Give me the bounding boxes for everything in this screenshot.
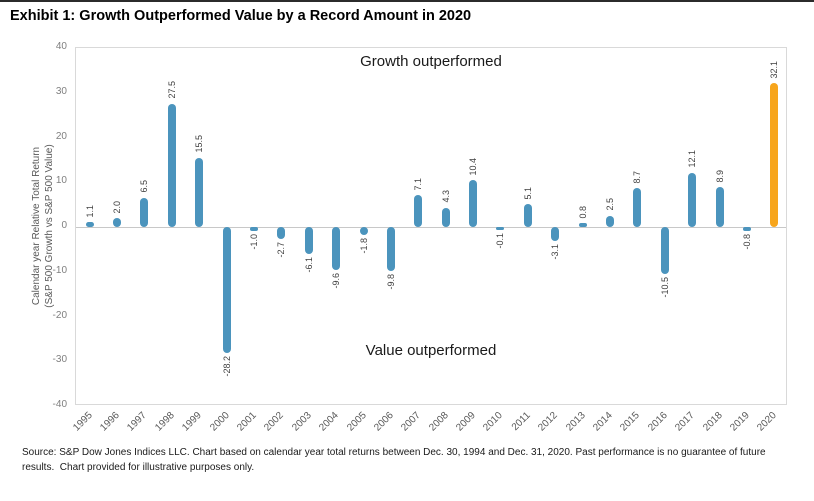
bar-2012 [551,227,560,241]
y-tick-label: 20 [55,130,67,142]
value-label-2000: -28.2 [221,356,232,377]
x-tick-label-1996: 1996 [98,410,122,434]
window-top-edge [0,0,814,2]
bar-2019 [742,227,751,231]
x-tick-label-2000: 2000 [207,410,232,434]
bar-1995 [85,222,94,227]
bar-2015 [633,188,642,227]
y-tick-label: -10 [52,264,67,276]
x-tick-label-2007: 2007 [399,410,424,434]
y-tick-label: 30 [55,85,67,97]
x-tick-label-1995: 1995 [70,410,95,434]
value-label-1997: 6.5 [139,180,150,193]
value-label-2002: -2.7 [276,242,287,258]
bar-2010 [496,227,505,230]
x-tick-label-2015: 2015 [618,410,643,434]
value-label-2007: 7.1 [413,177,424,191]
bar-2020 [770,83,779,227]
bar-2008 [441,207,450,227]
bar-2009 [469,180,478,227]
x-tick-label-1998: 1998 [153,410,177,434]
bar-2016 [660,227,669,274]
x-tick-label-1999: 1999 [180,410,204,434]
value-label-2014: 2.5 [605,198,615,211]
value-label-2012: -3.1 [550,243,561,260]
value-label-2008: 4.3 [440,190,451,203]
y-tick-label: 0 [61,220,67,231]
x-tick-label-2016: 2016 [646,410,670,434]
bar-2006 [386,227,395,271]
value-label-2013: 0.8 [577,205,588,219]
y-tick-label: 40 [55,41,67,52]
x-tick-label-2005: 2005 [344,410,369,434]
value-label-2020: 32.1 [769,60,780,79]
bar-2017 [688,172,697,227]
x-tick-label-2006: 2006 [372,410,396,434]
x-tick-label-2008: 2008 [426,410,451,434]
x-tick-label-2010: 2010 [481,410,506,434]
bar-1998 [167,103,176,227]
x-tick-label-2014: 2014 [591,410,615,434]
annotation-growth-outperformed: Growth outperformed [360,53,502,70]
value-label-2005: -1.8 [358,238,369,254]
value-label-2009: 10.4 [468,157,479,176]
value-label-2006: -9.8 [385,273,396,290]
bar-2011 [523,204,532,227]
bar-1996 [113,218,122,227]
x-tick-label-2018: 2018 [700,410,725,434]
bar-2007 [414,195,423,227]
x-tick-label-2012: 2012 [536,410,560,434]
x-tick-label-2003: 2003 [290,410,314,434]
y-tick-label: 10 [55,175,67,187]
bar-2001 [250,227,258,232]
zero-axis-line [76,226,786,228]
value-label-1999: 15.5 [194,135,205,153]
bar-2013 [578,223,587,227]
value-label-2015: 8.7 [632,170,643,184]
y-tick-label: -30 [52,354,67,366]
value-label-2003: -6.1 [303,257,314,273]
x-tick-label-2001: 2001 [235,410,259,434]
value-label-1996: 2.0 [112,200,123,214]
x-tick-label-2019: 2019 [728,410,752,434]
value-label-1998: 27.5 [166,81,177,99]
x-tick-label-2009: 2009 [454,410,478,434]
value-label-2004: -9.6 [331,272,342,289]
value-label-2011: 5.1 [522,186,533,200]
x-tick-label-1997: 1997 [125,410,150,434]
bar-1997 [140,197,149,227]
bar-2002 [277,227,286,240]
plot-area: Growth outperformed Value outperformed 1… [75,47,787,405]
chart-title: Exhibit 1: Growth Outperformed Value by … [10,8,472,24]
x-tick-label-2013: 2013 [563,410,588,434]
bar-2014 [606,215,614,227]
value-label-1995: 1.1 [84,204,95,218]
value-label-2017: 12.1 [687,150,698,168]
source-note: Source: S&P Dow Jones Indices LLC. Chart… [22,447,769,473]
bar-2003 [304,227,313,255]
x-tick-label-2004: 2004 [317,410,341,434]
value-label-2019: -0.8 [741,233,752,250]
y-tick-label: -40 [52,399,67,410]
value-label-2001: -1.0 [249,234,259,250]
x-tick-label-2017: 2017 [673,410,697,434]
bar-2004 [332,227,341,270]
bar-1999 [195,157,204,227]
value-label-2010: -0.1 [495,232,506,249]
value-label-2018: 8.9 [714,169,725,183]
bar-2000 [222,227,231,354]
x-tick-label-2002: 2002 [262,410,287,434]
bar-2005 [359,227,368,236]
annotation-value-outperformed: Value outperformed [365,342,497,359]
x-tick-label-2011: 2011 [509,410,533,433]
bar-2018 [715,187,724,227]
y-tick-label: -20 [52,309,67,321]
x-tick-label-2020: 2020 [755,410,780,434]
value-label-2016: -10.5 [659,276,670,298]
